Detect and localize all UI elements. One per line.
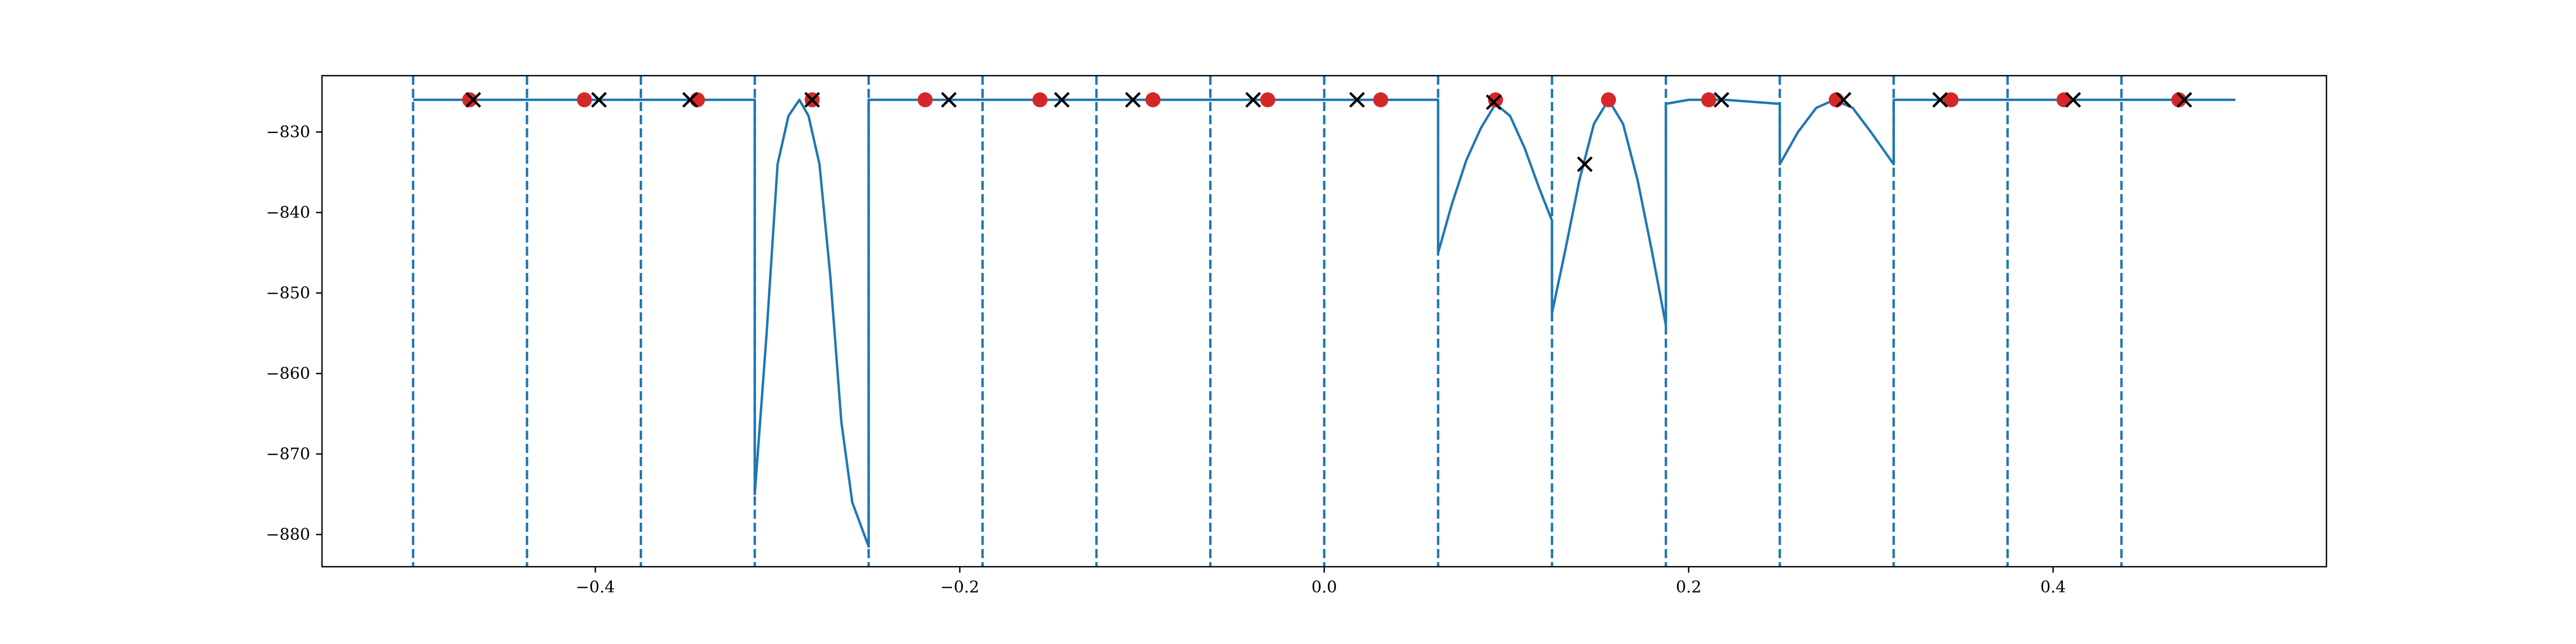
- y-tick-label-2: −850: [266, 284, 310, 303]
- dot-marker-2: [690, 92, 705, 107]
- cross-marker-12: [1835, 92, 1851, 108]
- cross-marker-1: [591, 92, 607, 108]
- dot-marker-5: [1032, 92, 1048, 107]
- cross-marker-15: [2176, 92, 2192, 108]
- cross-marker-7: [1245, 92, 1261, 108]
- x-tick-label-4: 0.4: [2040, 578, 2066, 597]
- cross-marker-9: [1485, 94, 1502, 111]
- dot-marker-10: [1601, 92, 1616, 107]
- line-series: [413, 98, 2236, 548]
- cross-marker-3: [804, 92, 820, 108]
- cross-marker-5: [1053, 92, 1070, 108]
- y-tick-label-5: −880: [266, 525, 310, 544]
- dot-marker-4: [917, 92, 933, 107]
- y-tick-label-1: −840: [266, 203, 310, 222]
- dot-marker-8: [1373, 92, 1388, 107]
- dot-marker-13: [1943, 92, 1959, 107]
- dot-marker-6: [1145, 92, 1161, 107]
- cross-marker-8: [1349, 92, 1365, 108]
- dot-marker-15: [2171, 92, 2186, 107]
- y-tick-label-4: −870: [266, 445, 310, 464]
- x-tick-label-1: −0.2: [940, 578, 979, 597]
- x-tick-label-0: −0.4: [576, 578, 615, 597]
- cross-markers-layer: [465, 92, 2192, 172]
- y-tick-label-0: −830: [266, 123, 310, 142]
- y-tick-label-3: −860: [266, 364, 310, 383]
- cross-marker-11: [1714, 92, 1730, 108]
- cross-marker-10: [1577, 156, 1593, 172]
- cross-marker-0: [465, 92, 481, 108]
- dot-marker-1: [576, 92, 592, 107]
- cross-marker-4: [941, 92, 957, 108]
- cross-marker-2: [682, 92, 698, 108]
- dot-marker-7: [1260, 92, 1276, 107]
- dot-marker-0: [462, 92, 478, 107]
- x-tick-label-3: 0.2: [1676, 578, 1702, 597]
- cross-marker-13: [1932, 92, 1948, 108]
- dot-marker-11: [1701, 92, 1716, 107]
- x-tick-label-2: 0.0: [1312, 578, 1337, 597]
- line-series-layer: [413, 98, 2236, 548]
- cross-marker-6: [1125, 92, 1141, 108]
- cross-marker-14: [2065, 92, 2081, 108]
- y-axis: −830 −840 −850 −860 −870 −880: [266, 123, 322, 544]
- x-axis: −0.4 −0.2 0.0 0.2 0.4: [576, 567, 2066, 597]
- dot-marker-12: [1828, 92, 1844, 107]
